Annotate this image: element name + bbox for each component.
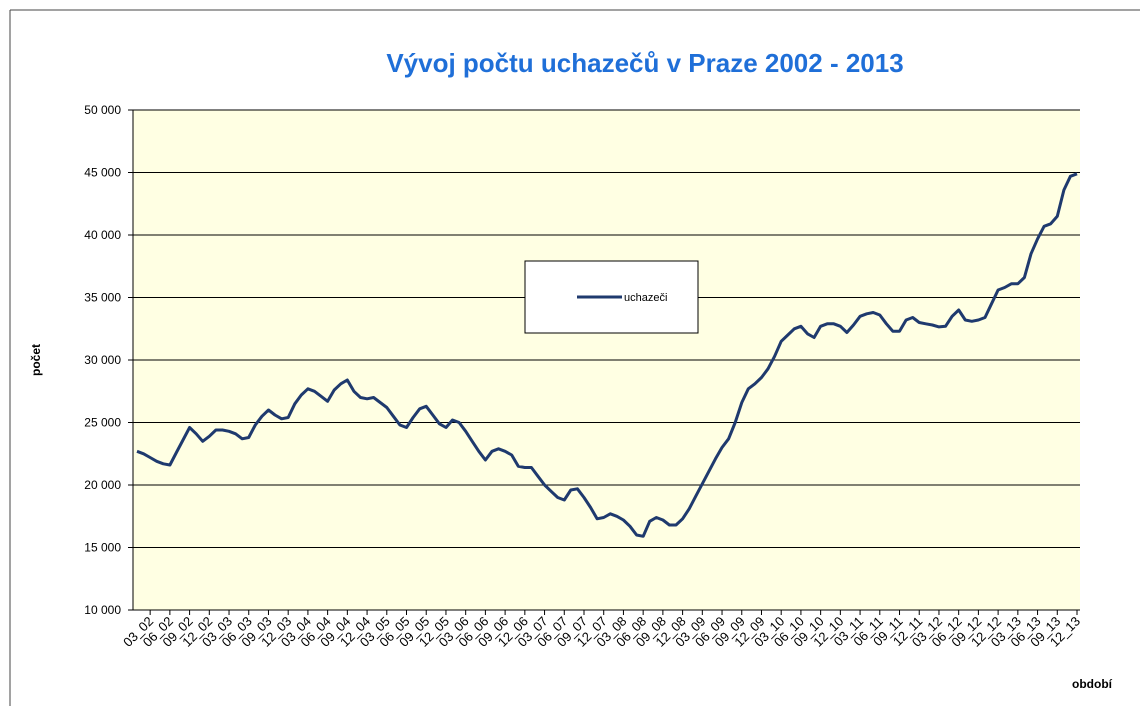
y-axis-label: počet (29, 344, 43, 376)
legend-label: uchazeči (624, 292, 667, 304)
y-tick-label: 50 000 (84, 103, 121, 117)
y-tick-label: 20 000 (84, 478, 121, 492)
y-tick-label: 25 000 (84, 416, 121, 430)
y-tick-label: 40 000 (84, 228, 121, 242)
x-axis-label: období (1072, 677, 1113, 691)
chart-title: Vývoj počtu uchazečů v Praze 2002 - 2013 (386, 48, 903, 78)
y-tick-label: 10 000 (84, 603, 121, 617)
y-tick-label: 35 000 (84, 291, 121, 305)
y-tick-label: 45 000 (84, 166, 121, 180)
y-tick-label: 30 000 (84, 353, 121, 367)
y-tick-label: 15 000 (84, 541, 121, 555)
line-series (136, 172, 1078, 538)
